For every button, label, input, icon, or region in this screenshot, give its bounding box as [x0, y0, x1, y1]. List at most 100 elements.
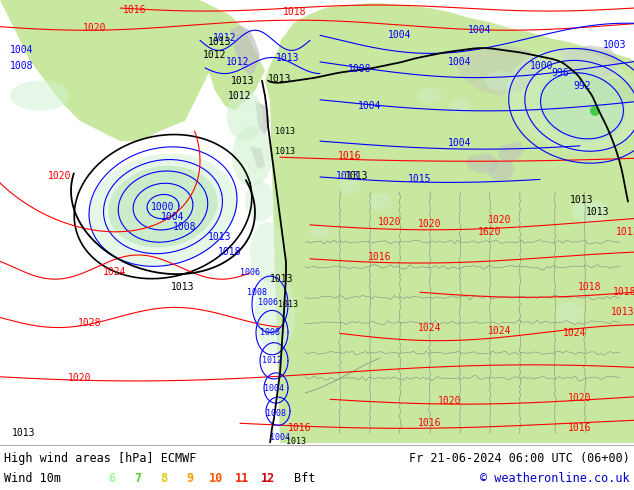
- Text: 1003: 1003: [603, 40, 627, 50]
- Text: 1018: 1018: [578, 282, 602, 292]
- Text: 1016: 1016: [123, 5, 146, 15]
- Text: 1013: 1013: [278, 300, 298, 309]
- Text: 1008: 1008: [260, 328, 280, 337]
- Text: 1013: 1013: [586, 207, 610, 217]
- Polygon shape: [555, 302, 585, 322]
- Polygon shape: [230, 25, 260, 75]
- Polygon shape: [418, 88, 442, 104]
- Text: 1008: 1008: [348, 64, 372, 74]
- Polygon shape: [89, 153, 238, 266]
- Text: 6: 6: [108, 472, 115, 485]
- Text: 1020: 1020: [83, 23, 107, 33]
- Text: 1024: 1024: [103, 267, 127, 277]
- Text: 1000: 1000: [152, 201, 175, 212]
- Polygon shape: [232, 126, 272, 187]
- Polygon shape: [455, 46, 540, 96]
- Text: 1013: 1013: [336, 172, 359, 181]
- Polygon shape: [590, 106, 600, 116]
- Polygon shape: [227, 91, 263, 141]
- Text: © weatheronline.co.uk: © weatheronline.co.uk: [481, 472, 630, 485]
- Polygon shape: [368, 193, 392, 211]
- Text: 1004: 1004: [161, 212, 184, 221]
- Text: 1015: 1015: [408, 174, 432, 184]
- Text: High wind areas [hPa] ECMWF: High wind areas [hPa] ECMWF: [4, 452, 197, 465]
- Text: 1004: 1004: [448, 138, 472, 148]
- Text: 1008: 1008: [173, 222, 197, 232]
- Text: 1013: 1013: [275, 126, 295, 136]
- Polygon shape: [10, 81, 70, 111]
- Polygon shape: [320, 358, 395, 391]
- Text: 1006: 1006: [240, 268, 260, 277]
- Polygon shape: [0, 0, 230, 141]
- Text: 1013: 1013: [12, 428, 36, 439]
- Text: 1012: 1012: [213, 33, 236, 43]
- Text: 1012: 1012: [226, 57, 250, 68]
- Text: 1013: 1013: [275, 147, 295, 156]
- Text: 1004: 1004: [469, 25, 492, 35]
- Polygon shape: [265, 3, 634, 443]
- Text: 1018: 1018: [283, 7, 307, 17]
- Text: 1012: 1012: [204, 50, 227, 60]
- Text: 1024: 1024: [488, 325, 512, 336]
- Text: 1004: 1004: [10, 46, 34, 55]
- Text: 1013: 1013: [270, 274, 294, 284]
- Text: 7: 7: [134, 472, 141, 485]
- Text: 1013: 1013: [276, 53, 300, 63]
- Polygon shape: [310, 225, 330, 239]
- Polygon shape: [245, 181, 275, 221]
- Text: 1008: 1008: [247, 288, 267, 297]
- Text: 1013: 1013: [231, 75, 255, 86]
- Text: 1016: 1016: [368, 252, 392, 262]
- Polygon shape: [255, 101, 270, 136]
- Text: 1020: 1020: [418, 219, 442, 229]
- Polygon shape: [560, 46, 620, 81]
- Text: 11: 11: [235, 472, 249, 485]
- Text: Bft: Bft: [294, 472, 315, 485]
- Text: Fr 21-06-2024 06:00 UTC (06+00): Fr 21-06-2024 06:00 UTC (06+00): [409, 452, 630, 465]
- Polygon shape: [572, 199, 608, 224]
- Text: 1008: 1008: [10, 60, 34, 71]
- Text: 1008: 1008: [266, 409, 286, 417]
- Text: 1620: 1620: [478, 227, 501, 237]
- Text: 1016: 1016: [418, 418, 442, 428]
- Text: 1020: 1020: [488, 215, 512, 225]
- Text: 1020: 1020: [68, 373, 92, 383]
- Text: 1013: 1013: [570, 195, 594, 204]
- Text: 1013: 1013: [611, 307, 634, 318]
- Text: 1012: 1012: [262, 356, 282, 366]
- Text: 1013: 1013: [616, 227, 634, 237]
- Text: 1006: 1006: [258, 298, 278, 307]
- Text: Wind 10m: Wind 10m: [4, 472, 61, 485]
- Polygon shape: [535, 341, 562, 373]
- Text: 996: 996: [551, 68, 569, 77]
- Text: 1020: 1020: [48, 172, 72, 181]
- Polygon shape: [340, 178, 360, 195]
- Text: 1013: 1013: [208, 37, 232, 48]
- Text: 1016: 1016: [288, 423, 312, 433]
- Text: 1013: 1013: [286, 437, 306, 446]
- Text: 9: 9: [186, 472, 193, 485]
- Text: 1012: 1012: [228, 91, 252, 101]
- Text: 1020: 1020: [378, 217, 402, 227]
- Text: 12: 12: [261, 472, 275, 485]
- Text: 1028: 1028: [78, 318, 101, 327]
- Polygon shape: [498, 141, 525, 163]
- Text: 1004: 1004: [270, 433, 290, 442]
- Text: 1018: 1018: [218, 247, 242, 257]
- Polygon shape: [108, 166, 217, 247]
- Text: 1013: 1013: [268, 74, 292, 84]
- Polygon shape: [380, 333, 410, 358]
- Text: 1004: 1004: [448, 57, 472, 68]
- Text: 1013: 1013: [208, 232, 232, 242]
- Text: 1018: 1018: [613, 287, 634, 297]
- Polygon shape: [538, 69, 626, 143]
- Text: 1016: 1016: [568, 423, 592, 433]
- Polygon shape: [506, 49, 634, 153]
- Text: 1020: 1020: [438, 396, 462, 406]
- Text: 992: 992: [573, 81, 591, 91]
- Text: 1004: 1004: [388, 30, 411, 40]
- Text: 1024: 1024: [418, 322, 442, 333]
- Text: 1020: 1020: [568, 393, 592, 403]
- Polygon shape: [250, 222, 286, 282]
- Polygon shape: [155, 0, 220, 55]
